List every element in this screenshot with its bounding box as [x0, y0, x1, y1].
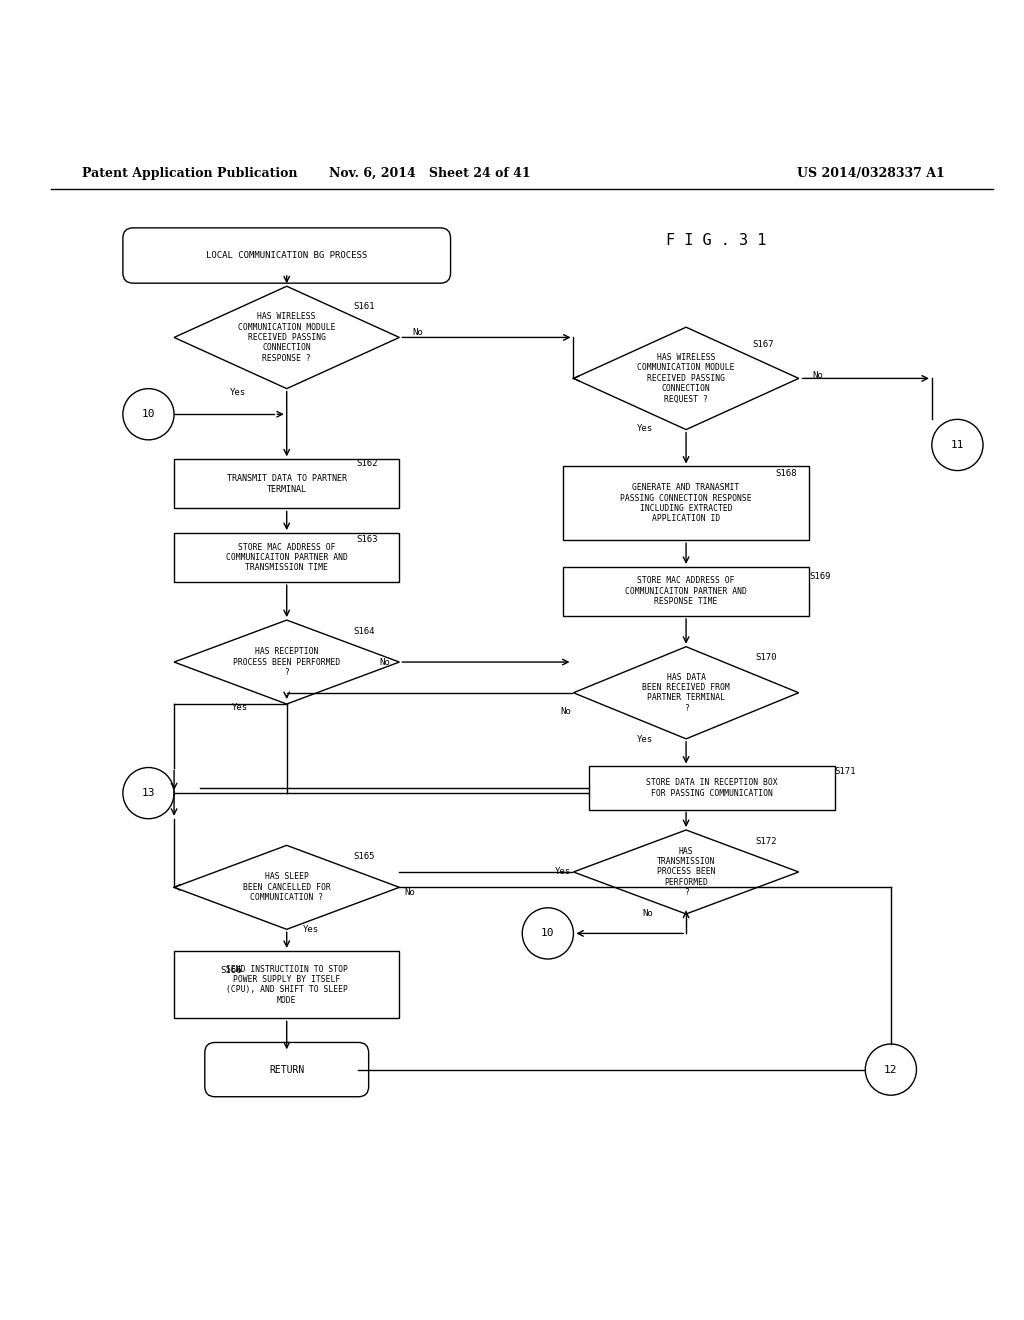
Text: Yes: Yes	[231, 704, 248, 711]
Text: 11: 11	[950, 440, 965, 450]
Text: F I G . 3 1: F I G . 3 1	[666, 232, 766, 248]
FancyBboxPatch shape	[205, 1043, 369, 1097]
Text: HAS WIRELESS
COMMUNICATION MODULE
RECEIVED PASSING
CONNECTION
RESPONSE ?: HAS WIRELESS COMMUNICATION MODULE RECEIV…	[238, 312, 336, 363]
Text: HAS
TRANSMISSION
PROCESS BEEN
PERFORMED
?: HAS TRANSMISSION PROCESS BEEN PERFORMED …	[656, 846, 716, 898]
Text: Yes: Yes	[555, 867, 571, 876]
Polygon shape	[174, 845, 399, 929]
Text: S171: S171	[835, 767, 856, 776]
Text: S172: S172	[756, 837, 777, 846]
Text: 12: 12	[884, 1065, 898, 1074]
Text: No: No	[561, 706, 571, 715]
Text: 13: 13	[141, 788, 156, 799]
Text: Nov. 6, 2014   Sheet 24 of 41: Nov. 6, 2014 Sheet 24 of 41	[330, 168, 530, 180]
Text: STORE MAC ADDRESS OF
COMMUNICAITON PARTNER AND
RESPONSE TIME: STORE MAC ADDRESS OF COMMUNICAITON PARTN…	[625, 577, 748, 606]
FancyBboxPatch shape	[174, 952, 399, 1018]
Text: SEND INSTRUCTIOIN TO STOP
POWER SUPPLY BY ITSELF
(CPU), AND SHIFT TO SLEEP
MODE: SEND INSTRUCTIOIN TO STOP POWER SUPPLY B…	[225, 965, 348, 1005]
Text: No: No	[643, 909, 653, 919]
Circle shape	[865, 1044, 916, 1096]
Text: No: No	[812, 371, 822, 380]
FancyBboxPatch shape	[589, 767, 835, 809]
Polygon shape	[573, 830, 799, 913]
Circle shape	[123, 388, 174, 440]
Text: S166: S166	[220, 966, 242, 974]
Text: Yes: Yes	[637, 424, 653, 433]
Text: LOCAL COMMUNICATION BG PROCESS: LOCAL COMMUNICATION BG PROCESS	[206, 251, 368, 260]
Text: STORE MAC ADDRESS OF
COMMUNICAITON PARTNER AND
TRANSMISSION TIME: STORE MAC ADDRESS OF COMMUNICAITON PARTN…	[225, 543, 348, 573]
FancyBboxPatch shape	[174, 459, 399, 508]
Text: No: No	[413, 327, 423, 337]
Circle shape	[522, 908, 573, 960]
Text: S164: S164	[353, 627, 375, 636]
Text: No: No	[404, 888, 415, 898]
Text: S162: S162	[356, 459, 378, 467]
Text: 10: 10	[541, 928, 555, 939]
Text: Patent Application Publication: Patent Application Publication	[82, 168, 297, 180]
Text: S169: S169	[809, 572, 830, 581]
Text: TRANSMIT DATA TO PARTNER
TERMINAL: TRANSMIT DATA TO PARTNER TERMINAL	[226, 474, 347, 494]
FancyBboxPatch shape	[563, 566, 809, 616]
FancyBboxPatch shape	[174, 533, 399, 582]
Text: S170: S170	[756, 653, 777, 663]
Polygon shape	[573, 327, 799, 429]
Text: US 2014/0328337 A1: US 2014/0328337 A1	[797, 168, 944, 180]
Text: No: No	[379, 657, 389, 667]
Text: Yes: Yes	[637, 735, 653, 744]
Text: S167: S167	[753, 341, 774, 348]
Text: HAS WIRELESS
COMMUNICATION MODULE
RECEIVED PASSING
CONNECTION
REQUEST ?: HAS WIRELESS COMMUNICATION MODULE RECEIV…	[637, 354, 735, 404]
Polygon shape	[174, 286, 399, 388]
Text: S168: S168	[775, 469, 797, 478]
Polygon shape	[174, 620, 399, 704]
Text: HAS SLEEP
BEEN CANCELLED FOR
COMMUNICATION ?: HAS SLEEP BEEN CANCELLED FOR COMMUNICATI…	[243, 873, 331, 903]
Text: STORE DATA IN RECEPTION BOX
FOR PASSING COMMUNICATION: STORE DATA IN RECEPTION BOX FOR PASSING …	[646, 779, 777, 797]
Circle shape	[932, 420, 983, 470]
Text: RETURN: RETURN	[269, 1065, 304, 1074]
Text: GENERATE AND TRANASMIT
PASSING CONNECTION RESPONSE
INCLUDING EXTRACTED
APPLICATI: GENERATE AND TRANASMIT PASSING CONNECTIO…	[621, 483, 752, 524]
Text: S163: S163	[356, 535, 378, 544]
Text: S161: S161	[353, 302, 375, 312]
Text: 10: 10	[141, 409, 156, 420]
Circle shape	[123, 767, 174, 818]
Text: Yes: Yes	[303, 925, 319, 933]
Text: S165: S165	[353, 853, 375, 861]
FancyBboxPatch shape	[123, 228, 451, 284]
FancyBboxPatch shape	[563, 466, 809, 540]
Text: HAS DATA
BEEN RECEIVED FROM
PARTNER TERMINAL
?: HAS DATA BEEN RECEIVED FROM PARTNER TERM…	[642, 673, 730, 713]
Polygon shape	[573, 647, 799, 739]
Text: Yes: Yes	[229, 388, 246, 396]
Text: HAS RECEPTION
PROCESS BEEN PERFORMED
?: HAS RECEPTION PROCESS BEEN PERFORMED ?	[233, 647, 340, 677]
